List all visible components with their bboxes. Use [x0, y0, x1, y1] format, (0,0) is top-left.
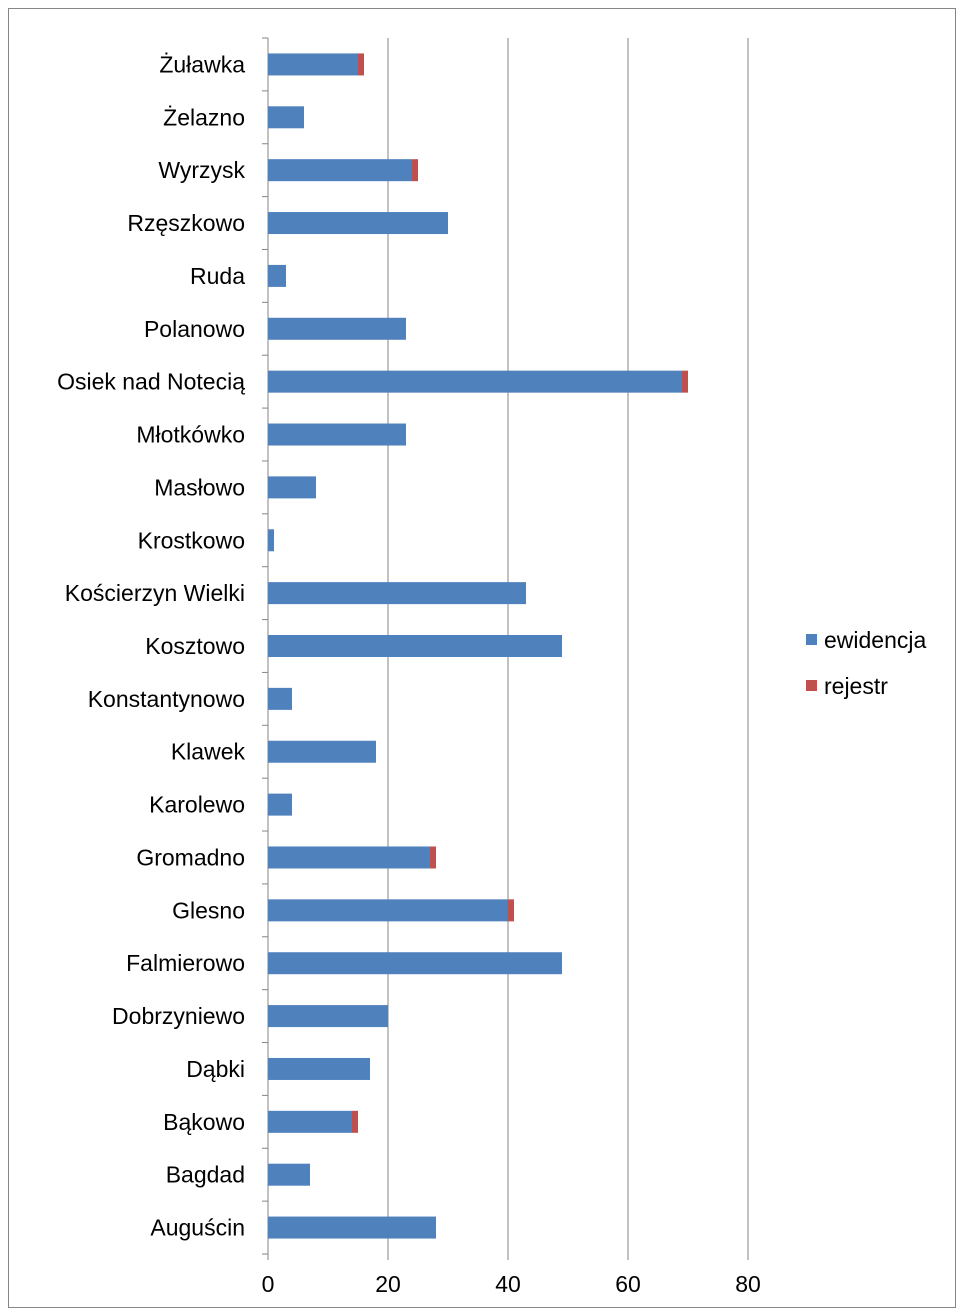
- bar-ewidencja: [268, 476, 316, 499]
- category-label: Żelazno: [163, 104, 245, 130]
- category-label: Kościerzyn Wielki: [65, 580, 245, 606]
- bar-ewidencja: [268, 212, 448, 235]
- bar-ewidencja: [268, 687, 292, 710]
- category-label: Kosztowo: [145, 633, 245, 659]
- bar-ewidencja: [268, 952, 562, 975]
- legend-swatch-ewidencja: [806, 634, 817, 645]
- bar-rejestr: [358, 53, 364, 76]
- bar-ewidencja: [268, 793, 292, 816]
- bar-ewidencja: [268, 1163, 310, 1186]
- category-label: Bąkowo: [163, 1109, 245, 1135]
- legend-label-rejestr: rejestr: [824, 673, 888, 699]
- bar-ewidencja: [268, 635, 562, 657]
- category-label: Masłowo: [154, 474, 245, 500]
- bar-ewidencja: [268, 1216, 436, 1239]
- bar-ewidencja: [268, 53, 358, 76]
- category-label: Krostkowo: [138, 527, 245, 553]
- bar-rejestr: [430, 846, 436, 869]
- category-label: Gromadno: [136, 844, 245, 870]
- bar-ewidencja: [268, 370, 682, 393]
- bar-ewidencja: [268, 1005, 388, 1028]
- bar-ewidencja: [268, 582, 526, 605]
- value-tick-label: 20: [375, 1271, 401, 1297]
- value-tick-label: 0: [262, 1271, 275, 1297]
- legend-swatch-rejestr: [806, 680, 817, 691]
- category-label: Młotkówko: [136, 422, 245, 448]
- bar-ewidencja: [268, 529, 274, 552]
- category-label: Konstantynowo: [88, 686, 245, 712]
- category-label: Polanowo: [144, 316, 245, 342]
- category-label: Osiek nad Notecią: [57, 369, 245, 395]
- category-label: Karolewo: [149, 792, 245, 818]
- bar-rejestr: [352, 1110, 358, 1133]
- bar-ewidencja: [268, 899, 508, 922]
- category-label: Wyrzysk: [158, 157, 245, 183]
- bar-ewidencja: [268, 264, 286, 287]
- bar-ewidencja: [268, 740, 376, 763]
- category-label: Dąbki: [186, 1056, 245, 1082]
- category-label: Dobrzyniewo: [112, 1003, 245, 1029]
- chart-frame: [8, 8, 956, 1308]
- category-label: Rzęszkowo: [127, 210, 245, 236]
- category-label: Ruda: [190, 263, 245, 289]
- bar-rejestr: [682, 370, 688, 393]
- category-label: Żuławka: [159, 51, 245, 77]
- bar-ewidencja: [268, 846, 430, 869]
- bar-rejestr: [412, 159, 418, 182]
- category-label: Klawek: [171, 739, 246, 765]
- category-label: Auguścin: [150, 1215, 245, 1241]
- value-tick-label: 60: [615, 1271, 641, 1297]
- category-label: Glesno: [172, 897, 245, 923]
- bar-ewidencja: [268, 106, 304, 129]
- bar-ewidencja: [268, 423, 406, 446]
- bar-ewidencja: [268, 159, 412, 182]
- bar-ewidencja: [268, 1057, 370, 1080]
- value-tick-label: 80: [735, 1271, 761, 1297]
- legend-label-ewidencja: ewidencja: [824, 627, 926, 653]
- bar-ewidencja: [268, 1110, 352, 1133]
- category-label: Falmierowo: [126, 950, 245, 976]
- bar-ewidencja: [268, 317, 406, 340]
- bar-rejestr: [508, 899, 514, 922]
- value-tick-label: 40: [495, 1271, 521, 1297]
- category-label: Bagdad: [166, 1162, 245, 1188]
